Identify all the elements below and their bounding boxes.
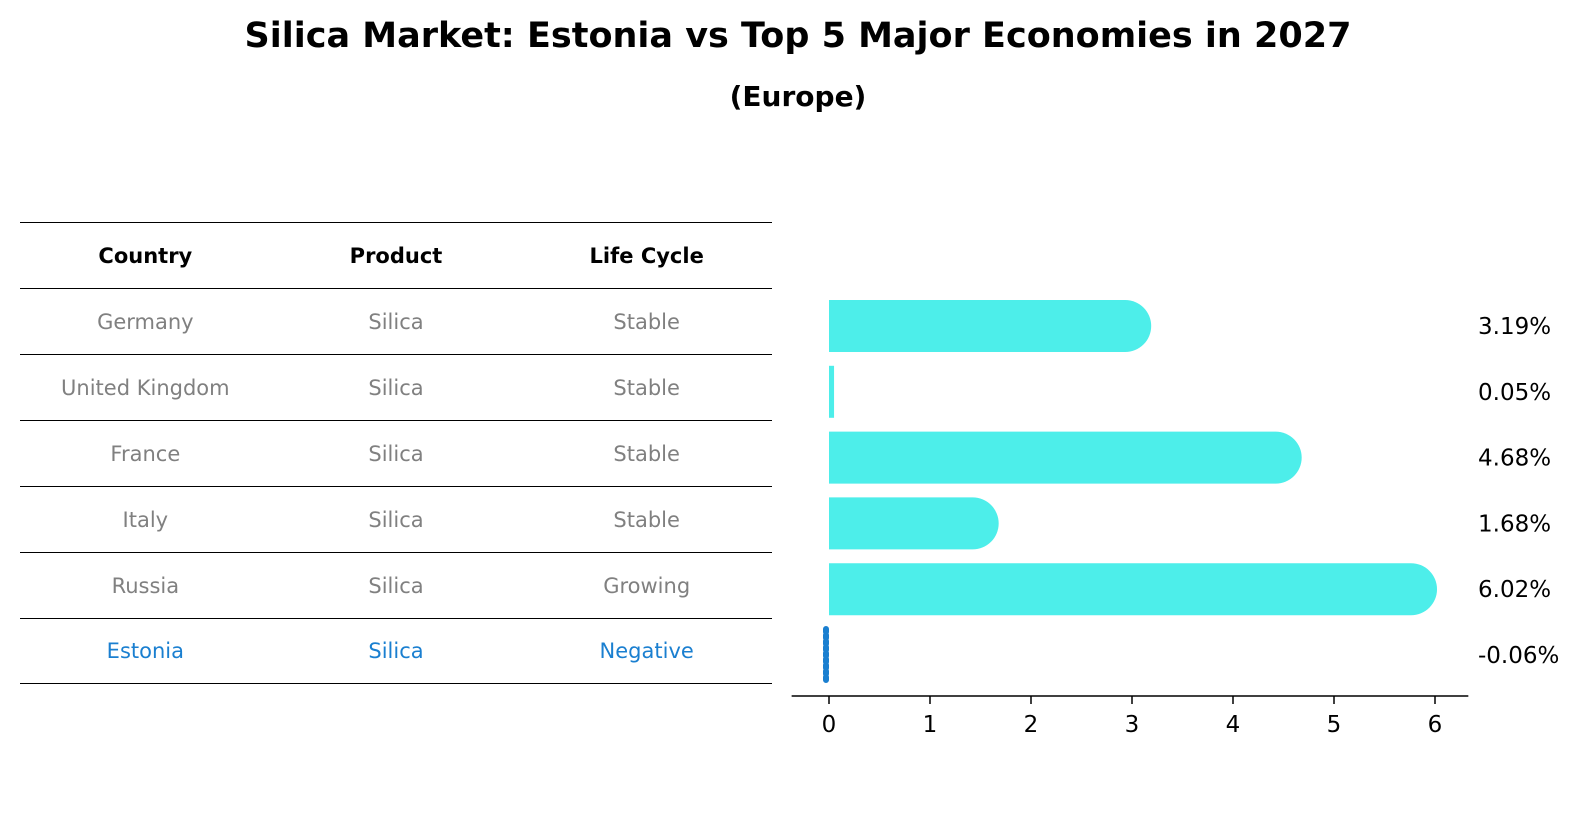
cell-life-cycle: Stable xyxy=(613,441,680,466)
data-label: -0.06% xyxy=(1478,643,1559,669)
table-row: Italy Silica Stable xyxy=(20,486,772,552)
x-tick-label: 0 xyxy=(822,712,837,738)
cell-product: Silica xyxy=(368,573,424,598)
chart-title: Silica Market: Estonia vs Top 5 Major Ec… xyxy=(244,16,1352,56)
bar xyxy=(829,431,1302,484)
cell-product: Silica xyxy=(368,441,424,466)
cell-life-cycle: Negative xyxy=(599,639,694,663)
table-row: Germany Silica Stable xyxy=(20,288,772,354)
table-row: United Kingdom Silica Stable xyxy=(20,354,772,420)
data-label: 1.68% xyxy=(1478,511,1551,537)
table-row: Russia Silica Growing xyxy=(20,552,772,618)
x-tick-label: 4 xyxy=(1226,712,1241,738)
cell-product: Silica xyxy=(368,639,424,663)
bar xyxy=(829,365,835,418)
cell-product: Silica xyxy=(368,507,424,532)
cell-country: Italy xyxy=(122,507,169,532)
cell-country: Estonia xyxy=(106,639,184,663)
x-tick-label: 5 xyxy=(1327,712,1342,738)
header-life-cycle: Life Cycle xyxy=(589,243,704,268)
bar xyxy=(829,563,1438,616)
data-label: 3.19% xyxy=(1478,314,1551,340)
cell-product: Silica xyxy=(368,309,424,334)
cell-country: France xyxy=(110,441,181,466)
chart-subtitle: (Europe) xyxy=(729,80,867,113)
cell-country: Russia xyxy=(111,573,180,598)
cell-life-cycle: Growing xyxy=(603,573,691,598)
header-product: Product xyxy=(349,243,443,268)
cell-product: Silica xyxy=(368,375,424,400)
cell-life-cycle: Stable xyxy=(613,375,680,400)
cell-life-cycle: Stable xyxy=(613,507,680,532)
x-tick-label: 6 xyxy=(1428,712,1443,738)
table-row-highlight: Estonia Silica Negative xyxy=(20,618,772,684)
table-row: France Silica Stable xyxy=(20,420,772,486)
bar xyxy=(829,497,999,550)
data-label: 0.05% xyxy=(1478,380,1551,406)
cell-country: Germany xyxy=(97,309,194,334)
data-label: 6.02% xyxy=(1478,577,1551,603)
bar xyxy=(829,300,1152,352)
data-label: 4.68% xyxy=(1478,446,1551,472)
cell-life-cycle: Stable xyxy=(613,309,680,334)
x-tick-label: 2 xyxy=(1024,712,1039,738)
header-country: Country xyxy=(98,243,193,268)
x-tick-label: 3 xyxy=(1125,712,1140,738)
table-header-row: Country Product Life Cycle xyxy=(20,222,772,288)
cell-country: United Kingdom xyxy=(61,375,230,400)
comparison-table: Country Product Life Cycle Germany Silic… xyxy=(20,222,772,684)
x-tick-label: 1 xyxy=(923,712,938,738)
